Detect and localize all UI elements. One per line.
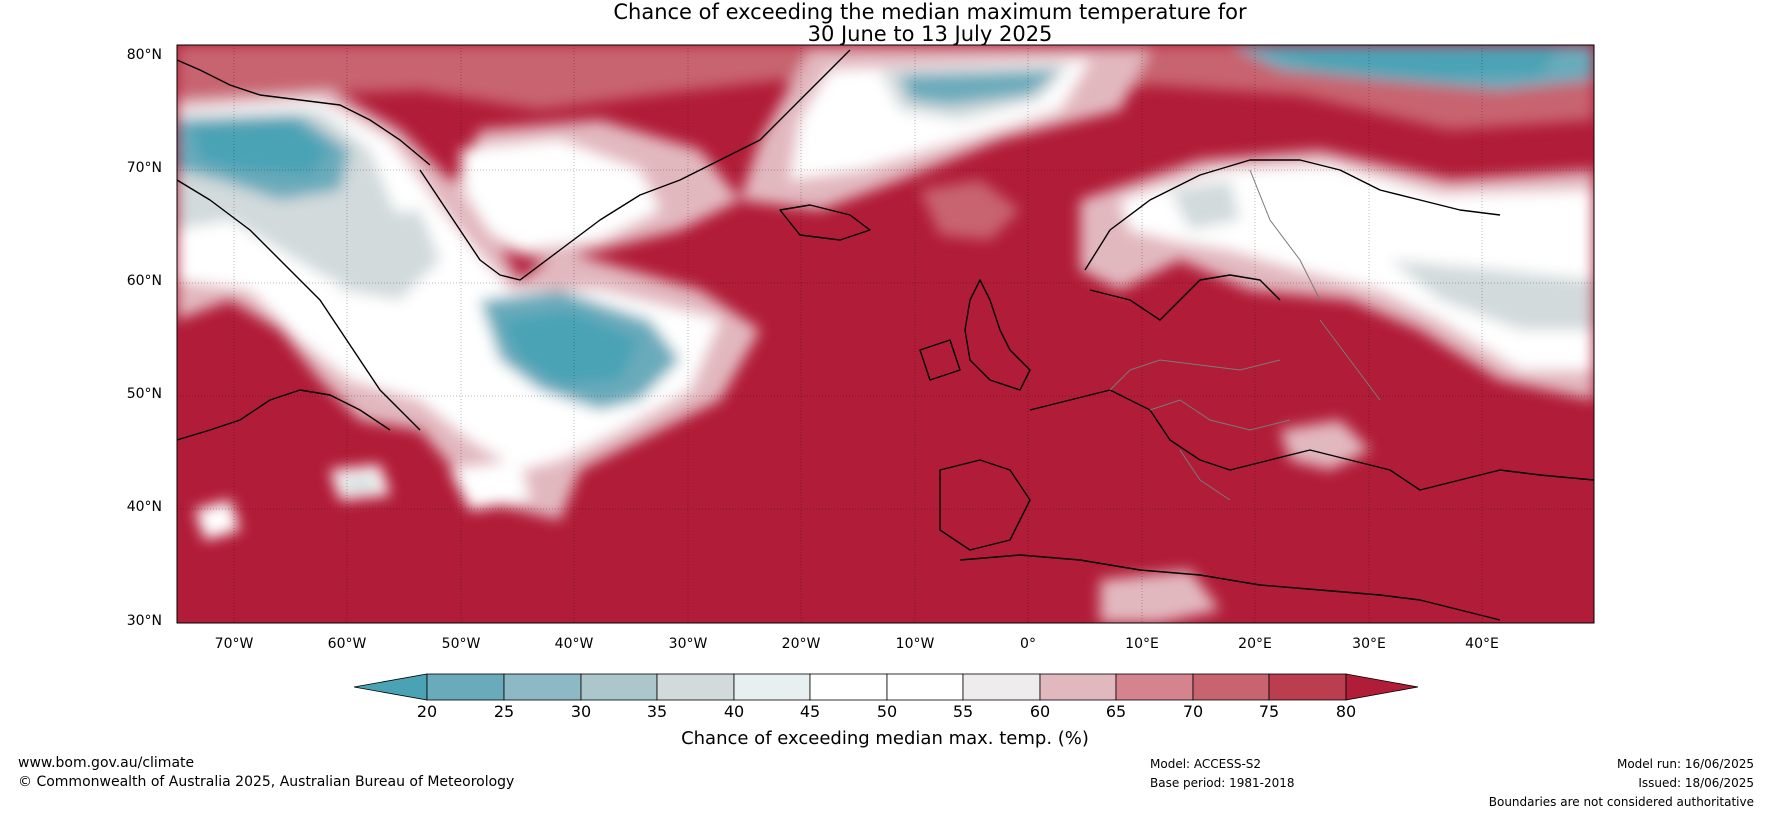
country-borders (1109, 169, 1381, 501)
map-frame (176, 44, 1595, 624)
colorbar-tick: 70 (1182, 702, 1204, 721)
model-run-text: Model run: 16/06/2025 (1616, 757, 1754, 771)
colorbar-segment (962, 673, 1041, 701)
colorbar-segment (1039, 673, 1117, 701)
colorbar-segment (1268, 673, 1347, 701)
website-link[interactable]: www.bom.gov.au/climate (18, 755, 195, 771)
lon-label: 30°W (668, 636, 708, 652)
colorbar-tick: 65 (1105, 702, 1127, 721)
colorbar (353, 673, 1419, 701)
colorbar-tick: 50 (876, 702, 898, 721)
colorbar-segment (426, 673, 505, 701)
colorbar-tick: 20 (416, 702, 438, 721)
colorbar-tick: 30 (570, 702, 592, 721)
colorbar-segment (1115, 673, 1194, 701)
map-title-line2: 30 June to 13 July 2025 (807, 22, 1053, 46)
colorbar-low-arrow (353, 673, 428, 701)
lat-label: 80°N (126, 47, 162, 63)
colorbar-segment (656, 673, 735, 701)
base-period-text: Base period: 1981-2018 (1150, 776, 1295, 790)
copyright-text: © Commonwealth of Australia 2025, Austra… (18, 774, 515, 790)
lon-label: 40°E (1465, 636, 1499, 652)
lat-label: 50°N (126, 386, 162, 402)
lon-label: 0° (1020, 636, 1036, 652)
model-text: Model: ACCESS-S2 (1150, 757, 1262, 771)
map-title-line1: Chance of exceeding the median maximum t… (613, 0, 1247, 24)
lon-label: 50°W (441, 636, 481, 652)
colorbar-segment (580, 673, 658, 701)
colorbar-segment (809, 673, 888, 701)
lon-label: 70°W (214, 636, 254, 652)
graticule (177, 45, 1594, 623)
lat-label: 40°N (126, 499, 162, 515)
coastlines (177, 49, 1594, 621)
colorbar-tick: 55 (952, 702, 974, 721)
lon-label: 30°E (1352, 636, 1386, 652)
colorbar-tick: 75 (1258, 702, 1280, 721)
colorbar-tick: 35 (646, 702, 668, 721)
colorbar-tick: 80 (1335, 702, 1357, 721)
map-field (177, 45, 1594, 623)
disclaimer-text: Boundaries are not considered authoritat… (1488, 795, 1754, 809)
colorbar-tick: 45 (799, 702, 821, 721)
colorbar-tick: 40 (723, 702, 745, 721)
colorbar-segment (1192, 673, 1270, 701)
colorbar-label: Chance of exceeding median max. temp. (%… (681, 728, 1089, 749)
colorbar-segment (886, 673, 964, 701)
lon-label: 20°E (1238, 636, 1272, 652)
lat-label: 60°N (126, 273, 162, 289)
lon-label: 10°W (895, 636, 935, 652)
lon-label: 10°E (1125, 636, 1159, 652)
colorbar-tick: 25 (493, 702, 515, 721)
colorbar-segment (733, 673, 811, 701)
lon-label: 20°W (781, 636, 821, 652)
lon-label: 60°W (327, 636, 367, 652)
colorbar-tick: 60 (1029, 702, 1051, 721)
colorbar-segment (503, 673, 582, 701)
lon-label: 40°W (554, 636, 594, 652)
lat-label: 70°N (126, 160, 162, 176)
issued-text: Issued: 18/06/2025 (1638, 776, 1754, 790)
lat-label: 30°N (126, 613, 162, 629)
colorbar-high-arrow (1345, 673, 1419, 701)
